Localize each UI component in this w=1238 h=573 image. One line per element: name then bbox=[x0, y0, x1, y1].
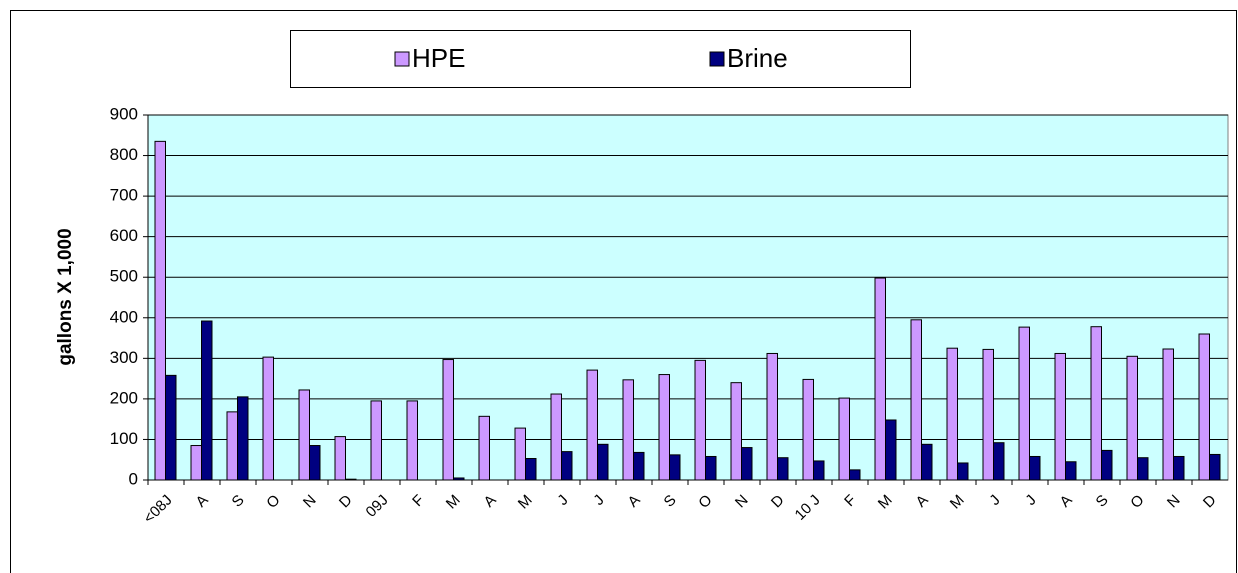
bar bbox=[1137, 457, 1149, 481]
bar bbox=[262, 356, 274, 481]
y-tick-label: 400 bbox=[110, 307, 138, 326]
bar bbox=[813, 460, 825, 481]
bar bbox=[921, 443, 933, 481]
bar bbox=[777, 457, 789, 481]
bar bbox=[1065, 461, 1077, 481]
bar bbox=[442, 359, 454, 481]
bar bbox=[705, 455, 717, 481]
bar bbox=[910, 319, 922, 481]
y-tick-label: 900 bbox=[110, 104, 138, 123]
bar bbox=[1018, 326, 1030, 481]
bar bbox=[633, 451, 645, 481]
y-tick-label: 500 bbox=[110, 267, 138, 286]
bar bbox=[741, 447, 753, 481]
bar bbox=[406, 400, 418, 481]
bar bbox=[165, 374, 177, 481]
bar bbox=[478, 415, 490, 481]
bar bbox=[370, 400, 382, 481]
bar bbox=[525, 458, 537, 481]
bar bbox=[982, 348, 994, 481]
bar bbox=[694, 359, 706, 481]
bar bbox=[838, 397, 850, 481]
legend-swatch bbox=[709, 51, 725, 67]
legend-box bbox=[290, 30, 911, 88]
bar bbox=[237, 396, 249, 481]
y-tick-label: 100 bbox=[110, 429, 138, 448]
bar bbox=[514, 427, 526, 481]
y-tick-label: 700 bbox=[110, 186, 138, 205]
bar bbox=[1054, 352, 1066, 481]
bar bbox=[190, 445, 202, 481]
plot-area bbox=[147, 114, 1229, 481]
bar bbox=[345, 478, 357, 481]
bar bbox=[730, 382, 742, 481]
y-tick-label: 800 bbox=[110, 145, 138, 164]
bar bbox=[154, 140, 166, 481]
legend-label: HPE bbox=[412, 43, 465, 73]
bar bbox=[957, 462, 969, 481]
y-tick-label: 300 bbox=[110, 348, 138, 367]
bar bbox=[946, 347, 958, 481]
bar bbox=[1029, 455, 1041, 481]
bar bbox=[885, 419, 897, 481]
bar bbox=[622, 379, 634, 481]
bar bbox=[334, 436, 346, 481]
bar bbox=[1162, 348, 1174, 481]
bar bbox=[1209, 453, 1221, 481]
bar bbox=[561, 451, 573, 481]
y-tick-label: 0 bbox=[129, 469, 138, 488]
bar bbox=[669, 454, 681, 481]
bar bbox=[1090, 326, 1102, 481]
bar bbox=[1173, 455, 1185, 481]
bar bbox=[1101, 449, 1113, 481]
bar bbox=[550, 393, 562, 481]
legend-swatch bbox=[394, 51, 410, 67]
bar bbox=[309, 445, 321, 481]
bar bbox=[298, 389, 310, 481]
legend-label: Brine bbox=[727, 43, 788, 73]
bar bbox=[658, 374, 670, 481]
bar bbox=[586, 369, 598, 481]
bar bbox=[597, 443, 609, 481]
y-tick-label: 200 bbox=[110, 388, 138, 407]
bar bbox=[201, 320, 213, 481]
bar bbox=[1198, 333, 1210, 481]
bar bbox=[993, 442, 1005, 481]
y-axis-label: gallons X 1,000 bbox=[55, 228, 76, 365]
bar bbox=[453, 477, 465, 481]
bar bbox=[849, 469, 861, 481]
bar bbox=[874, 277, 886, 481]
y-tick-label: 600 bbox=[110, 226, 138, 245]
bar bbox=[1126, 355, 1138, 481]
bar bbox=[766, 352, 778, 481]
bar bbox=[802, 378, 814, 481]
bar bbox=[226, 411, 238, 481]
